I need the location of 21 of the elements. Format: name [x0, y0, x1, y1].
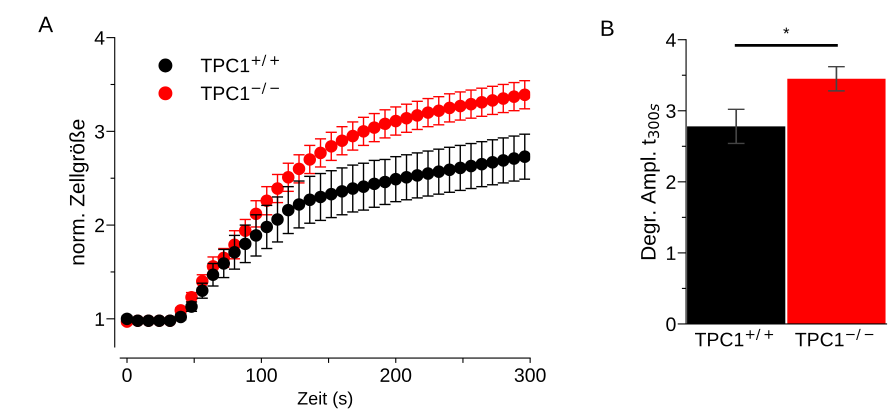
y-tick-label: 3 [666, 104, 676, 118]
y-tick-label: 2 [666, 175, 676, 189]
y-tick-label: 2 [95, 218, 104, 232]
x-tick-label: 0 [122, 368, 132, 382]
y-tick-label: 0 [666, 317, 676, 332]
x-tick-label: 300 [514, 368, 546, 382]
x-tick-label: 200 [380, 368, 412, 382]
y-tick-label: 1 [667, 246, 676, 260]
text: * [783, 28, 790, 34]
x-tick-label: 100 [246, 368, 277, 382]
y-axis-title: norm. Zellgröße [69, 120, 89, 264]
y-axis-title: Degr. Ampl. t$_{300s}$ [640, 104, 660, 260]
legend-label: TPC1$^{+/+}$ [200, 54, 279, 72]
legend-label: TPC1$^{−/−}$ [200, 82, 279, 100]
x-axis-title: Zeit (s) [298, 391, 352, 408]
chart-title: B [602, 20, 614, 36]
y-tick-label: 1 [96, 312, 104, 326]
chart-title: A [38, 16, 54, 32]
y-tick-label: 3 [94, 124, 104, 139]
y-tick-label: 4 [94, 31, 104, 45]
y-tick-label: 4 [666, 33, 676, 47]
